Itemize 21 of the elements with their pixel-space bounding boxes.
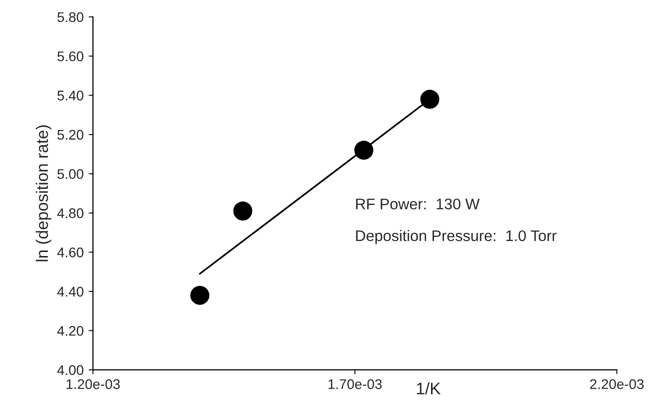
annotation: RF Power: 130 W [356,198,480,210]
x-tick-label: 2.20e-03 [590,379,644,390]
x-axis-title: 1/K [417,382,441,394]
annotation: Deposition Pressure: 1.0 Torr [356,230,556,244]
y-tick-label: 5.40 [57,90,84,100]
y-axis-title: ln (deposition rate) [36,125,52,262]
y-tick-label: 5.60 [57,51,84,62]
y-tick-label: 5.80 [57,12,84,22]
y-tick-label: 4.00 [57,365,84,376]
y-tick-label: 4.80 [57,208,84,218]
y-tick-label: 5.20 [57,130,84,140]
point [190,286,210,305]
y-tick-label: 5.00 [57,169,84,179]
point [420,90,440,109]
y-tick-label: 4.40 [57,286,84,297]
y-tick-label: 4.60 [57,248,84,258]
x-tick-label: 1.20e-03 [66,379,120,390]
point [233,202,252,220]
x-tick-label: 1.70e-03 [328,379,382,390]
y-tick-label: 4.20 [57,326,84,336]
point [354,140,374,160]
